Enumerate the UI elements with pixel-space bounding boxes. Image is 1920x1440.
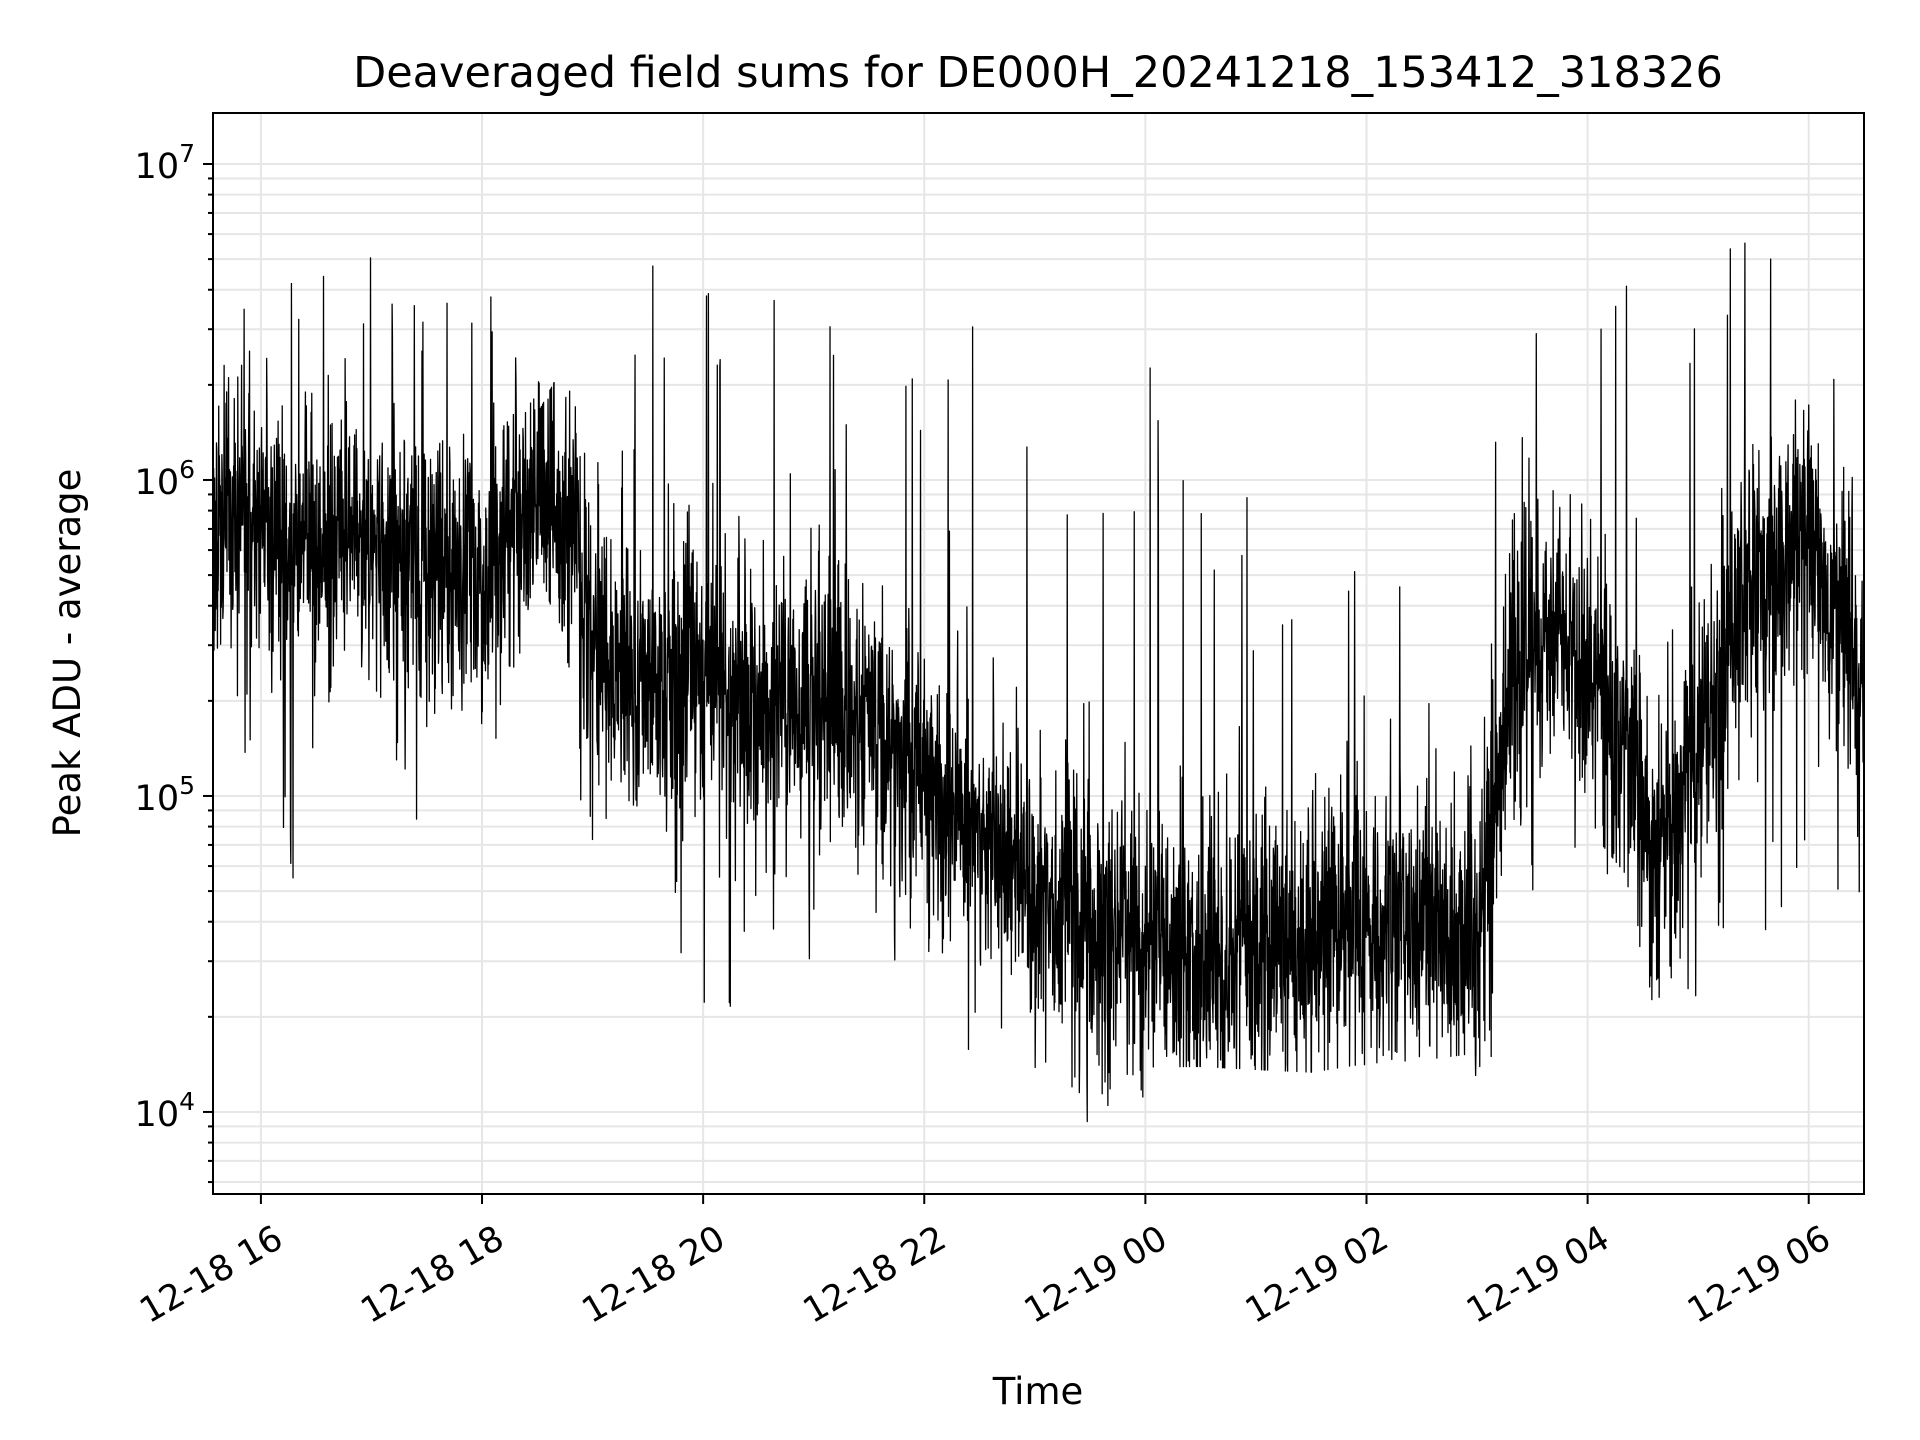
plot-frame xyxy=(212,112,1865,1195)
series-line xyxy=(212,242,1865,1123)
y-tick-label: 105 xyxy=(135,771,195,819)
y-tick-label: 106 xyxy=(135,455,195,503)
y-axis-label: Peak ADU - average xyxy=(46,469,89,838)
chart-title: Deaveraged field sums for DE000H_2024121… xyxy=(353,48,1723,98)
y-tick-label: 107 xyxy=(135,139,195,187)
x-axis-label: Time xyxy=(992,1370,1084,1413)
y-tick-label: 104 xyxy=(135,1087,195,1135)
